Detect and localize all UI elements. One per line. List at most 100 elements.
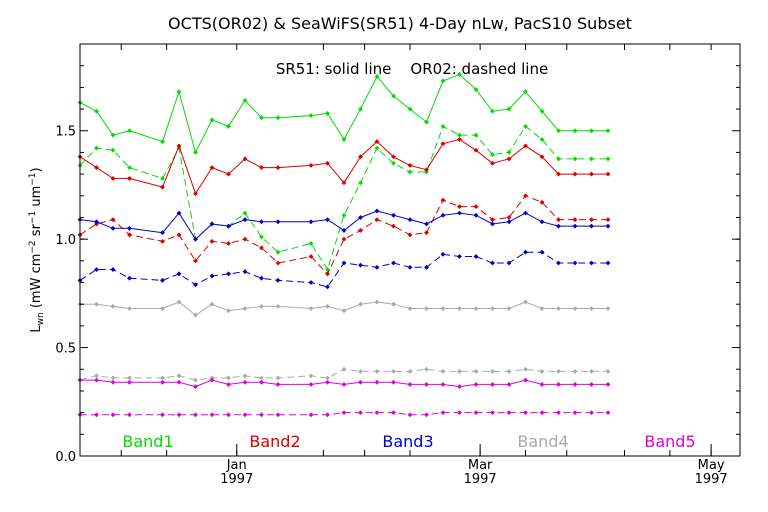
data-point (193, 191, 198, 197)
data-point (110, 412, 116, 418)
data-point (556, 171, 561, 177)
data-point (209, 412, 215, 418)
data-point (605, 382, 611, 387)
data-point (226, 171, 231, 177)
data-point (259, 375, 264, 381)
data-point (110, 375, 116, 381)
data-point (110, 217, 116, 223)
data-point (325, 267, 330, 272)
legend-label-band3: Band3 (382, 432, 433, 451)
data-point (94, 301, 99, 307)
data-point (523, 410, 528, 416)
data-point (193, 377, 198, 383)
data-point (374, 74, 380, 79)
data-point (490, 306, 495, 311)
data-point (127, 379, 132, 385)
data-point (589, 382, 594, 387)
series-band2-solid (77, 136, 611, 197)
data-point (572, 410, 578, 416)
data-point (407, 169, 413, 175)
data-point (589, 260, 594, 266)
series-band5-solid (77, 377, 611, 390)
data-point (176, 299, 182, 305)
data-point (539, 108, 545, 114)
data-point (490, 410, 495, 416)
data-point (407, 369, 413, 374)
data-point (358, 379, 363, 385)
data-point (110, 176, 116, 181)
data-point (473, 410, 479, 416)
data-point (259, 165, 264, 171)
data-point (209, 238, 215, 244)
data-point (424, 167, 429, 173)
series-band3-solid (77, 208, 611, 242)
data-point (572, 217, 578, 223)
data-point (407, 306, 413, 311)
data-point (424, 382, 429, 387)
data-point (506, 260, 512, 266)
data-point (440, 212, 446, 218)
data-point (110, 147, 116, 153)
data-point (325, 160, 330, 166)
data-point (341, 410, 347, 416)
data-point (325, 303, 330, 309)
data-point (110, 303, 116, 309)
data-point (94, 373, 99, 379)
data-point (605, 260, 611, 266)
legend-label-band4: Band4 (517, 432, 568, 451)
data-point (440, 382, 446, 387)
data-point (473, 369, 479, 374)
data-point (226, 412, 231, 418)
data-point (110, 132, 116, 138)
data-point (358, 228, 363, 233)
y-axis-label: Lwn (mW cm−2 sr−1 um−1) (28, 167, 46, 332)
data-point (308, 219, 314, 225)
x-tick-month-label: Jan (226, 458, 247, 473)
data-point (473, 306, 479, 311)
data-point (160, 184, 165, 190)
data-point (523, 89, 528, 95)
data-point (374, 410, 380, 416)
data-point (308, 412, 314, 418)
series-band4-solid (77, 299, 611, 318)
data-point (341, 228, 347, 233)
data-point (275, 277, 281, 283)
data-point (275, 260, 281, 266)
data-point (259, 115, 264, 121)
data-point (176, 412, 182, 418)
series-band5-dashed (77, 410, 611, 418)
data-point (556, 223, 561, 229)
data-point (127, 412, 132, 418)
data-point (275, 249, 281, 255)
data-point (176, 210, 182, 216)
data-point (226, 271, 231, 277)
data-point (127, 225, 132, 231)
data-point (506, 219, 512, 225)
data-point (589, 128, 594, 134)
data-point (539, 249, 545, 255)
data-point (523, 377, 528, 383)
data-point (176, 271, 182, 277)
data-point (374, 208, 380, 214)
data-point (572, 306, 578, 311)
data-point (176, 89, 182, 95)
data-point (275, 115, 281, 121)
data-point (506, 106, 512, 112)
data-point (242, 156, 248, 162)
legend: Band1 Band2 Band3 Band4 Band5 (122, 432, 695, 451)
line-style-annotation: SR51: solid line OR02: dashed line (276, 60, 548, 78)
y-tick-label: 0.5 (55, 342, 76, 357)
data-point (440, 251, 446, 257)
data-point (523, 249, 528, 255)
data-point (407, 106, 413, 112)
data-point (160, 412, 165, 418)
data-point (160, 379, 165, 385)
series-band3-dashed (77, 249, 611, 290)
data-point (440, 306, 446, 311)
data-point (325, 217, 330, 223)
data-point (308, 373, 314, 379)
data-point (160, 277, 165, 283)
data-point (457, 384, 462, 390)
data-point (160, 375, 165, 381)
data-point (605, 223, 611, 229)
